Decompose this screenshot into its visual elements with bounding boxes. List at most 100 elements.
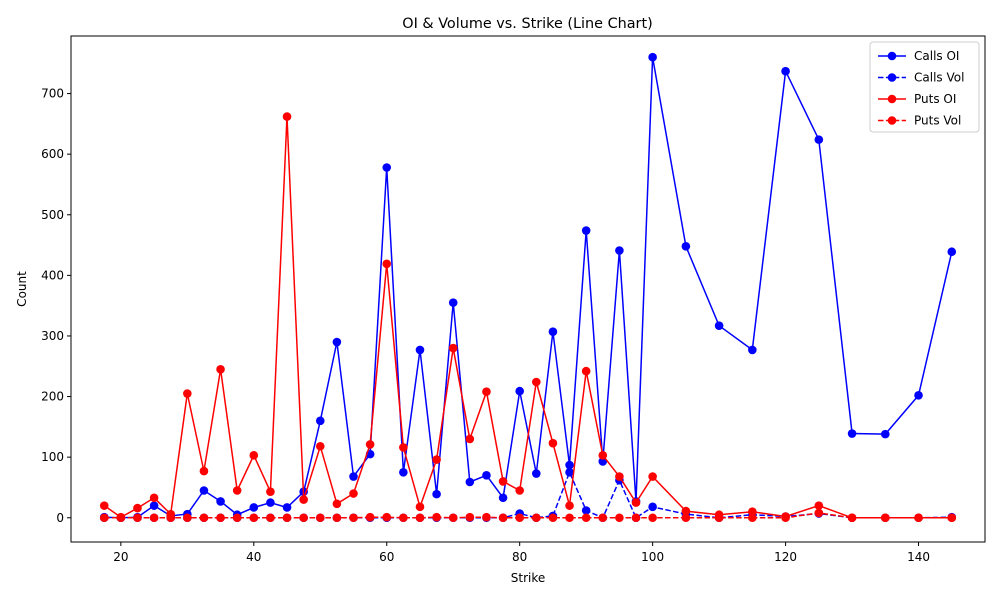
data-point-calls-oi bbox=[498, 493, 508, 503]
data-point-puts-vol bbox=[266, 513, 275, 523]
data-point-puts-vol bbox=[914, 513, 923, 523]
data-point-calls-oi bbox=[681, 241, 691, 251]
series-puts-vol bbox=[99, 508, 957, 523]
data-point-puts-vol bbox=[598, 513, 608, 523]
data-point-puts-oi bbox=[332, 499, 342, 509]
data-point-calls-oi bbox=[781, 66, 790, 76]
legend-item: Puts Vol bbox=[878, 114, 961, 128]
data-point-puts-oi bbox=[365, 440, 375, 449]
legend-marker bbox=[887, 116, 897, 125]
data-point-calls-oi bbox=[532, 469, 541, 478]
data-point-puts-oi bbox=[515, 486, 524, 495]
legend-label: Calls OI bbox=[914, 49, 959, 63]
y-axis-label: Count bbox=[15, 271, 29, 307]
data-point-calls-oi bbox=[615, 246, 624, 255]
legend-item: Puts OI bbox=[878, 92, 956, 106]
data-point-puts-vol bbox=[183, 513, 192, 523]
data-point-puts-oi bbox=[615, 472, 624, 481]
data-point-calls-oi bbox=[249, 503, 259, 512]
data-point-calls-oi bbox=[515, 386, 524, 396]
data-point-calls-oi bbox=[581, 226, 591, 235]
data-point-calls-oi bbox=[149, 501, 159, 510]
data-point-puts-vol bbox=[498, 513, 508, 523]
data-point-puts-oi bbox=[199, 466, 209, 476]
x-tick-label: 60 bbox=[379, 550, 394, 564]
data-point-puts-oi bbox=[565, 501, 574, 510]
series-layer bbox=[99, 52, 957, 523]
legend-item: Calls OI bbox=[878, 49, 959, 63]
data-point-puts-vol bbox=[565, 513, 574, 523]
data-point-calls-oi bbox=[880, 429, 890, 439]
x-tick-label: 120 bbox=[774, 550, 797, 564]
data-point-puts-vol bbox=[116, 513, 126, 523]
data-point-puts-vol bbox=[581, 513, 591, 523]
data-point-puts-vol bbox=[781, 513, 790, 523]
data-point-puts-oi bbox=[99, 501, 109, 510]
data-point-calls-vol bbox=[648, 502, 657, 512]
legend-marker bbox=[887, 73, 897, 82]
data-point-puts-oi bbox=[415, 502, 425, 512]
data-point-calls-oi bbox=[399, 468, 408, 477]
data-point-puts-vol bbox=[714, 513, 724, 523]
data-point-puts-vol bbox=[249, 513, 259, 523]
data-point-puts-vol bbox=[232, 513, 242, 523]
x-tick-label: 100 bbox=[641, 550, 664, 564]
legend-item: Calls Vol bbox=[878, 71, 964, 85]
data-point-puts-vol bbox=[880, 513, 890, 523]
data-point-puts-vol bbox=[465, 512, 475, 522]
data-point-calls-oi bbox=[648, 52, 657, 62]
data-point-puts-vol bbox=[282, 513, 292, 523]
data-point-calls-oi bbox=[565, 460, 574, 470]
data-point-puts-vol bbox=[648, 513, 657, 523]
data-point-puts-oi bbox=[482, 387, 491, 397]
data-point-puts-vol bbox=[299, 513, 308, 523]
data-point-calls-oi bbox=[349, 472, 358, 481]
y-tick-label: 500 bbox=[41, 208, 64, 222]
data-point-puts-oi bbox=[216, 364, 225, 374]
data-point-calls-oi bbox=[748, 345, 757, 355]
data-point-puts-vol bbox=[448, 513, 458, 523]
data-point-puts-vol bbox=[631, 513, 641, 523]
x-tick-label: 20 bbox=[113, 550, 128, 564]
data-point-puts-oi bbox=[232, 486, 242, 495]
data-point-puts-vol bbox=[615, 513, 624, 523]
data-point-puts-oi bbox=[465, 434, 475, 444]
y-tick-label: 700 bbox=[41, 87, 64, 101]
data-point-calls-oi bbox=[432, 489, 441, 499]
data-point-puts-vol bbox=[399, 513, 408, 523]
data-point-calls-oi bbox=[282, 503, 292, 512]
data-point-calls-oi bbox=[216, 497, 225, 506]
y-tick-label: 100 bbox=[41, 450, 64, 464]
data-point-puts-oi bbox=[315, 441, 325, 451]
data-point-puts-oi bbox=[183, 389, 192, 398]
data-point-puts-vol bbox=[532, 513, 541, 523]
data-point-puts-oi bbox=[648, 472, 657, 481]
data-point-puts-oi bbox=[282, 112, 292, 121]
data-point-puts-oi bbox=[299, 495, 308, 504]
data-point-puts-oi bbox=[432, 455, 441, 464]
data-point-puts-vol bbox=[133, 513, 142, 523]
data-point-puts-vol bbox=[515, 513, 524, 523]
data-point-calls-oi bbox=[548, 327, 558, 337]
data-point-puts-vol bbox=[814, 508, 824, 518]
data-point-puts-vol bbox=[382, 512, 392, 522]
data-point-calls-oi bbox=[847, 429, 857, 438]
data-point-puts-oi bbox=[382, 259, 392, 269]
data-point-calls-oi bbox=[199, 486, 209, 495]
data-point-puts-oi bbox=[266, 487, 275, 497]
legend-marker bbox=[887, 51, 897, 61]
legend-marker bbox=[887, 94, 897, 104]
legend-label: Puts Vol bbox=[914, 114, 961, 128]
data-point-puts-oi bbox=[548, 438, 558, 448]
data-point-calls-oi bbox=[266, 498, 275, 507]
data-point-puts-vol bbox=[432, 512, 441, 522]
x-axis: 20 40 60 80 100 120 140 bbox=[113, 542, 930, 564]
data-point-calls-oi bbox=[465, 477, 475, 487]
data-point-puts-oi bbox=[681, 506, 691, 516]
plot-frame bbox=[70, 35, 986, 543]
data-point-calls-oi bbox=[382, 163, 392, 172]
data-point-puts-vol bbox=[947, 513, 957, 523]
data-point-calls-oi bbox=[947, 247, 957, 257]
legend: Calls OI Calls Vol Puts OI Puts Vol bbox=[869, 41, 980, 133]
